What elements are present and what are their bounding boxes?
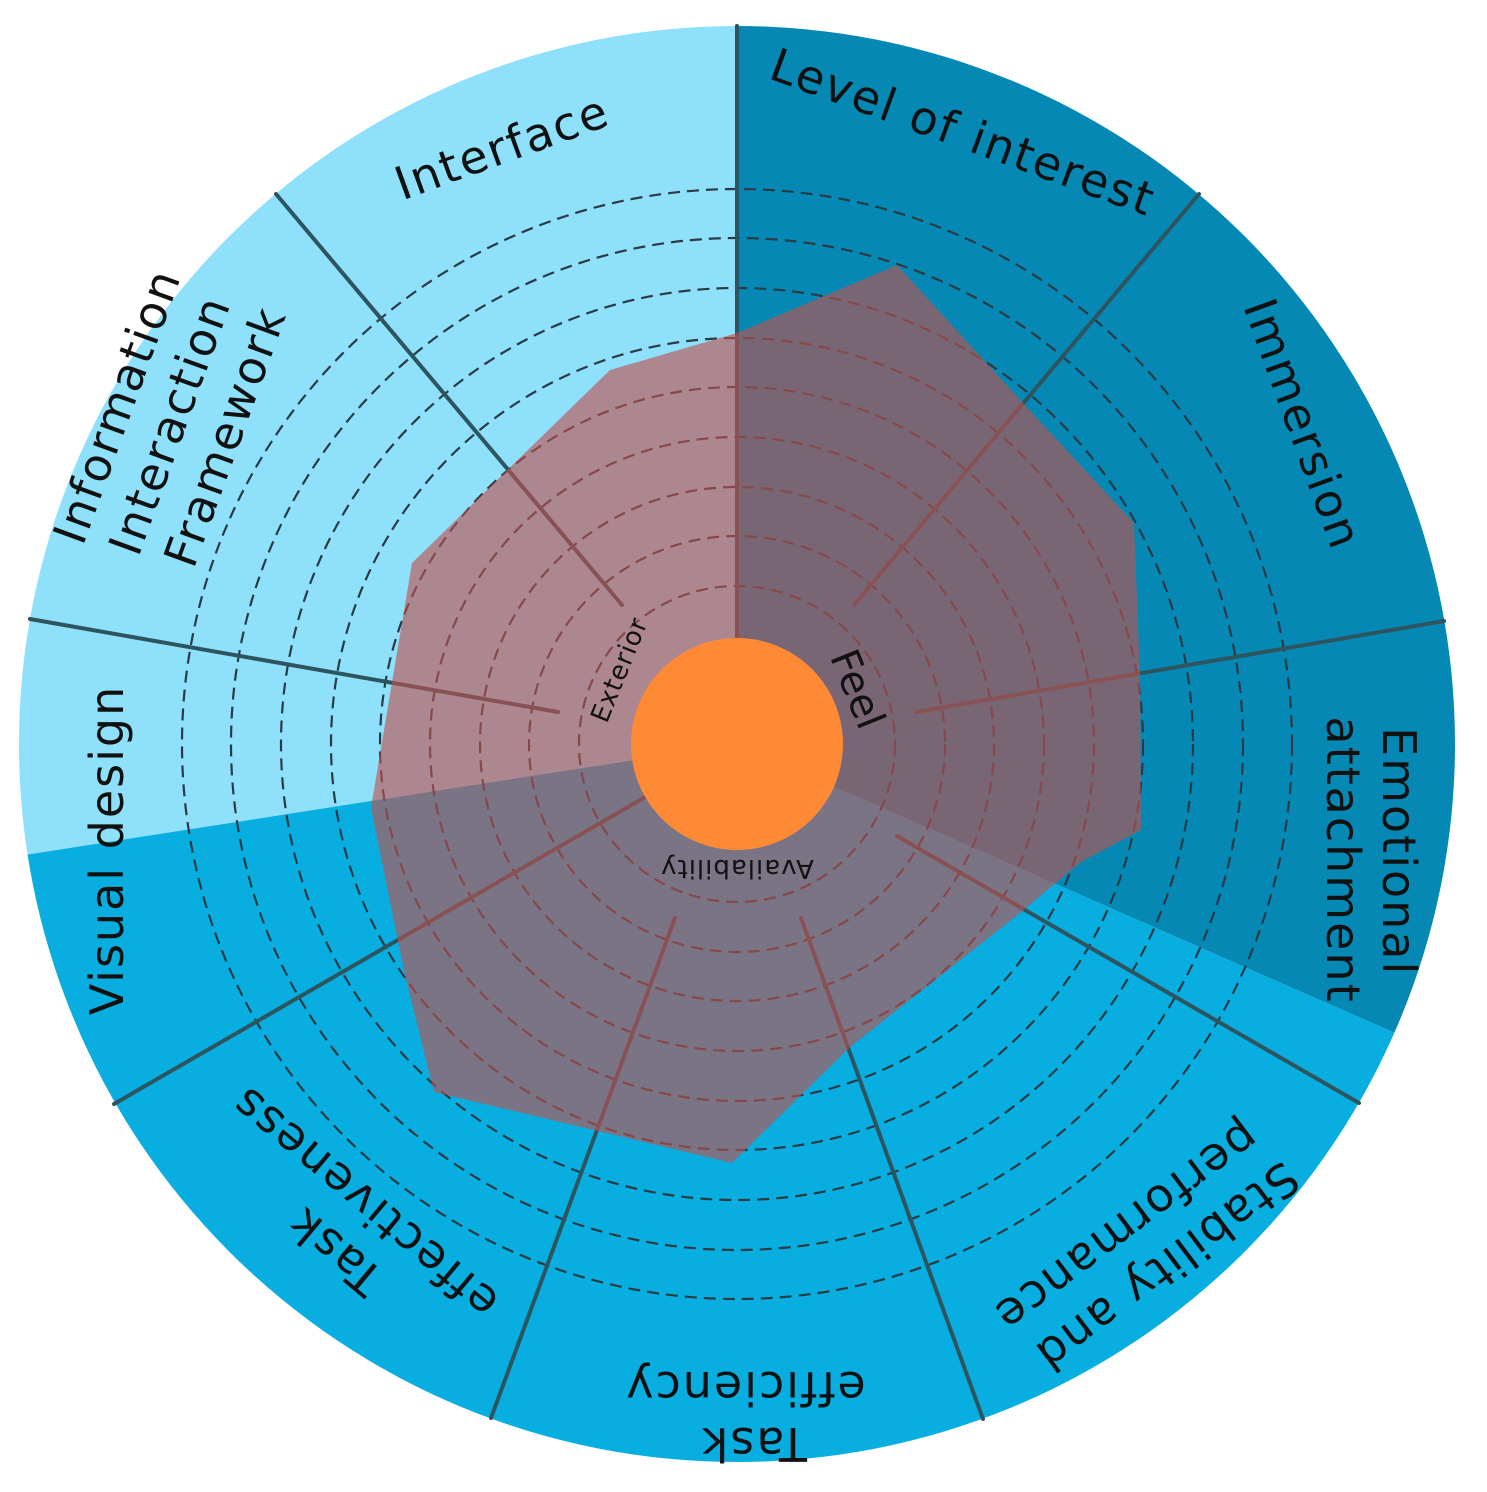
svg-text:Visual design: Visual design bbox=[80, 685, 134, 1016]
svg-text:Availability: Availability bbox=[660, 854, 814, 884]
svg-text:Emotional attachment: Emotional attachment bbox=[1316, 716, 1426, 1003]
segment-label-visual-design: Visual design bbox=[80, 685, 134, 1016]
center-core bbox=[631, 638, 843, 850]
segment-label-emotional-2: attachment bbox=[1316, 716, 1370, 1003]
segment-label-emotional-1: Emotional bbox=[1372, 727, 1426, 976]
core-label-availability: Availability bbox=[660, 854, 814, 884]
segment-label-task-efficiency-2: efficiency bbox=[624, 1361, 866, 1415]
svg-text:Task efficiency: Task efficiency bbox=[624, 1361, 866, 1471]
segment-label-task-efficiency-1: Task bbox=[700, 1417, 808, 1471]
